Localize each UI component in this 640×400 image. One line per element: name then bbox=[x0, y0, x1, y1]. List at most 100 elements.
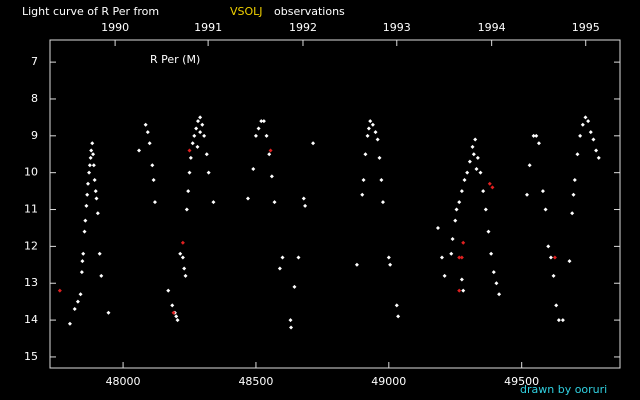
point bbox=[465, 170, 470, 175]
annotation: R Per (M) bbox=[150, 53, 200, 66]
y-tick-label: 9 bbox=[31, 129, 38, 142]
y-tick-label: 8 bbox=[31, 92, 38, 105]
point bbox=[449, 251, 454, 256]
point bbox=[560, 318, 565, 323]
point bbox=[551, 273, 556, 278]
point bbox=[187, 170, 192, 175]
y-tick-label: 7 bbox=[31, 55, 38, 68]
point bbox=[87, 170, 92, 175]
point bbox=[301, 196, 306, 201]
point bbox=[170, 303, 175, 308]
point bbox=[396, 314, 401, 319]
point bbox=[554, 303, 559, 308]
point bbox=[145, 130, 150, 135]
point bbox=[491, 270, 496, 275]
point bbox=[277, 266, 282, 271]
point bbox=[546, 244, 551, 249]
point bbox=[453, 218, 458, 223]
point bbox=[99, 273, 104, 278]
point bbox=[540, 189, 545, 194]
point bbox=[143, 122, 148, 127]
credit: drawn by ooruri bbox=[520, 383, 607, 396]
y-tick-label: 14 bbox=[24, 313, 38, 326]
point bbox=[292, 284, 297, 289]
point bbox=[85, 192, 90, 197]
point bbox=[360, 192, 365, 197]
point bbox=[200, 122, 205, 127]
point bbox=[190, 141, 195, 146]
point bbox=[459, 189, 464, 194]
point bbox=[457, 288, 462, 293]
title-end: observations bbox=[274, 5, 345, 18]
point bbox=[147, 141, 152, 146]
point bbox=[439, 255, 444, 260]
point bbox=[490, 185, 495, 190]
title-highlight: VSOLJ bbox=[230, 5, 263, 18]
y-tick-label: 12 bbox=[24, 239, 38, 252]
point bbox=[95, 211, 100, 216]
point bbox=[380, 200, 385, 205]
point bbox=[198, 115, 203, 120]
point bbox=[461, 240, 466, 245]
point bbox=[182, 266, 187, 271]
point bbox=[368, 119, 373, 124]
x-tick-label: 49500 bbox=[504, 375, 539, 388]
point bbox=[261, 119, 266, 124]
point bbox=[171, 310, 176, 315]
x-tick-label: 48000 bbox=[106, 375, 141, 388]
point bbox=[494, 281, 499, 286]
point bbox=[379, 178, 384, 183]
point bbox=[150, 163, 155, 168]
x-tick-label: 48500 bbox=[238, 375, 273, 388]
point bbox=[475, 155, 480, 160]
point bbox=[552, 255, 557, 260]
point bbox=[204, 152, 209, 157]
point bbox=[151, 178, 156, 183]
point bbox=[253, 133, 258, 138]
point bbox=[586, 119, 591, 124]
point bbox=[534, 133, 539, 138]
point bbox=[83, 218, 88, 223]
point bbox=[80, 259, 85, 264]
point bbox=[457, 200, 462, 205]
point bbox=[186, 189, 191, 194]
point bbox=[373, 130, 378, 135]
point bbox=[180, 255, 185, 260]
plot-frame bbox=[49, 39, 621, 369]
point bbox=[194, 126, 199, 131]
y-tick-label: 13 bbox=[24, 276, 38, 289]
point bbox=[106, 310, 111, 315]
point bbox=[184, 207, 189, 212]
point bbox=[459, 255, 464, 260]
point bbox=[531, 133, 536, 138]
point bbox=[442, 273, 447, 278]
point bbox=[303, 203, 308, 208]
point bbox=[92, 178, 97, 183]
point bbox=[72, 307, 77, 312]
chart-title: Light curve of R Per from bbox=[22, 5, 159, 18]
point bbox=[86, 181, 90, 186]
point bbox=[457, 255, 462, 260]
point bbox=[245, 196, 250, 201]
x2-tick-label: 1995 bbox=[572, 21, 600, 34]
point bbox=[259, 119, 264, 124]
point bbox=[489, 251, 494, 256]
point bbox=[251, 166, 256, 171]
point bbox=[478, 170, 483, 175]
point bbox=[264, 133, 269, 138]
point bbox=[363, 152, 368, 157]
point bbox=[311, 141, 316, 146]
point bbox=[580, 122, 585, 127]
point bbox=[575, 152, 580, 157]
point bbox=[289, 325, 294, 330]
point bbox=[152, 200, 157, 205]
point bbox=[556, 318, 561, 323]
y-tick-label: 15 bbox=[24, 350, 38, 363]
point bbox=[583, 115, 588, 120]
point bbox=[206, 170, 211, 175]
point bbox=[296, 255, 301, 260]
point bbox=[370, 122, 375, 127]
point bbox=[474, 166, 479, 171]
